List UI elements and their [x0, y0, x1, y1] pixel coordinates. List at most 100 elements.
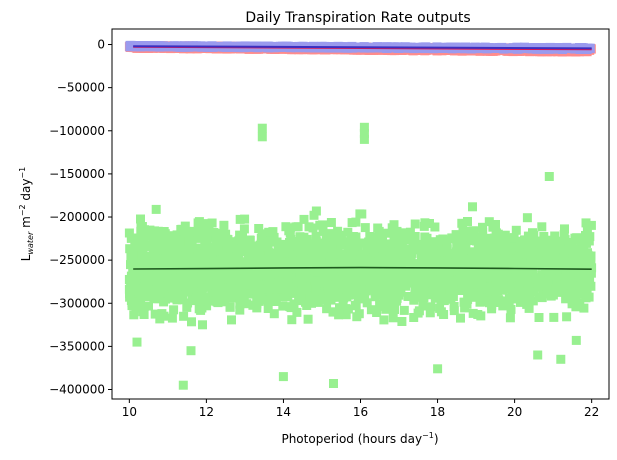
green-point: [453, 236, 463, 246]
green-point: [358, 288, 368, 298]
green-point: [272, 284, 282, 294]
green-point: [371, 279, 381, 289]
green-point: [563, 245, 573, 255]
green-point: [285, 228, 295, 238]
green-point: [382, 228, 392, 238]
green-point: [213, 244, 222, 254]
green-point: [296, 276, 306, 285]
green-point: [531, 273, 541, 283]
green-point: [125, 289, 134, 299]
green-point: [560, 224, 569, 234]
green-point: [262, 242, 272, 252]
green-point: [360, 223, 370, 233]
green-point: [253, 256, 263, 266]
green-point: [498, 285, 508, 295]
green-point: [517, 259, 527, 269]
green-point: [549, 312, 559, 322]
green-point: [491, 220, 500, 229]
green-point: [264, 248, 274, 258]
green-point: [323, 295, 333, 305]
green-point: [526, 255, 536, 265]
green-point: [339, 293, 349, 303]
green-point: [376, 269, 385, 279]
green-point: [338, 282, 348, 292]
green-point: [395, 253, 405, 263]
green-point: [492, 261, 502, 271]
green-point: [331, 261, 341, 271]
green-point: [579, 303, 589, 313]
y-tick-label: −300000: [49, 296, 105, 310]
trend-line-0: [133, 266, 592, 270]
green-point: [205, 280, 215, 290]
green-point: [213, 234, 223, 244]
green-point: [280, 266, 290, 275]
green-point: [582, 262, 592, 271]
green-point: [157, 291, 167, 300]
green-point: [370, 292, 380, 302]
x-tick-label: 16: [353, 405, 368, 419]
green-point: [397, 233, 407, 243]
green-point: [172, 251, 182, 261]
green-point: [484, 233, 494, 243]
green-point: [448, 277, 458, 287]
green-point: [154, 277, 164, 286]
green-point: [457, 271, 467, 281]
green-point: [441, 272, 451, 282]
green-point: [393, 283, 403, 293]
green-point: [265, 289, 275, 299]
green-point: [556, 354, 566, 364]
green-point: [286, 287, 296, 297]
green-point: [459, 229, 469, 239]
green-point: [155, 314, 165, 324]
green-point: [487, 300, 497, 310]
green-point: [195, 250, 205, 259]
green-point: [174, 243, 184, 252]
green-point: [478, 227, 488, 237]
green-point: [560, 235, 570, 245]
green-point: [376, 234, 386, 244]
green-point: [124, 228, 134, 238]
green-point: [241, 241, 251, 250]
green-point: [516, 274, 526, 283]
green-point: [130, 277, 140, 287]
green-point: [507, 242, 517, 252]
green-point: [172, 293, 182, 303]
green-point: [311, 237, 321, 246]
green-point: [568, 281, 578, 291]
green-point: [295, 232, 305, 242]
green-point: [334, 310, 344, 320]
green-point: [201, 219, 211, 229]
green-point: [291, 222, 301, 232]
green-point: [401, 270, 411, 280]
green-point: [189, 226, 199, 236]
green-point: [475, 271, 485, 281]
green-point: [399, 257, 409, 267]
green-point: [252, 303, 262, 313]
green-point: [239, 279, 249, 289]
green-point: [323, 271, 333, 281]
green-point: [459, 277, 469, 287]
green-point: [523, 266, 533, 276]
green-point: [167, 313, 177, 323]
green-point: [364, 284, 373, 294]
green-point: [419, 259, 429, 269]
green-point: [292, 307, 302, 317]
green-point: [415, 271, 425, 281]
green-point: [479, 297, 489, 307]
green-point: [218, 255, 228, 265]
green-point: [410, 219, 420, 229]
green-point: [405, 252, 415, 262]
green-point: [505, 254, 515, 264]
green-point: [431, 250, 441, 260]
y-tick-label: −150000: [49, 167, 105, 181]
green-point: [399, 228, 409, 238]
green-point: [294, 296, 304, 306]
green-point: [136, 295, 146, 305]
green-point: [419, 287, 429, 297]
green-point: [263, 304, 273, 313]
green-point: [559, 230, 569, 240]
green-point: [425, 219, 434, 228]
green-point: [449, 306, 459, 316]
green-point: [543, 256, 553, 265]
